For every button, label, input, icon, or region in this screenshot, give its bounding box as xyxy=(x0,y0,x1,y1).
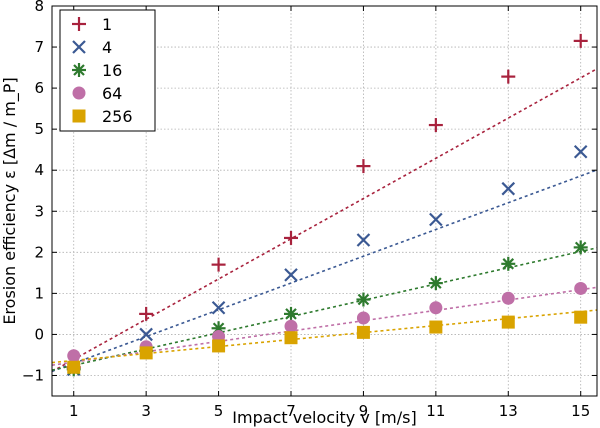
point-64-7 xyxy=(284,319,298,333)
x-tick-label: 13 xyxy=(499,402,518,420)
point-4-3 xyxy=(139,327,153,342)
point-1-15 xyxy=(573,33,588,48)
legend-label-4: 4 xyxy=(102,38,112,57)
point-1-13 xyxy=(501,69,516,84)
point-4-13 xyxy=(501,181,516,196)
point-256-13 xyxy=(501,315,515,329)
y-tick-label: −1 xyxy=(22,366,44,384)
legend-label-16: 16 xyxy=(102,61,122,80)
point-256-5 xyxy=(212,339,226,353)
point-4-15 xyxy=(573,144,588,159)
point-16-7 xyxy=(284,306,299,321)
y-tick-label: 7 xyxy=(34,38,44,56)
y-tick-label: 4 xyxy=(34,161,44,179)
x-tick-label: 11 xyxy=(426,402,445,420)
legend: 1 4 16 64 256 xyxy=(59,9,156,132)
point-256-7 xyxy=(284,331,298,345)
fit-line-1 xyxy=(51,68,598,373)
point-4-11 xyxy=(429,212,443,227)
x-tick-label: 3 xyxy=(141,402,151,420)
legend-marker-4 xyxy=(72,40,86,54)
point-256-15 xyxy=(574,310,588,324)
y-axis-label: Erosion efficiency ε [Δm / m_P] xyxy=(0,77,20,324)
y-tick-label: 1 xyxy=(34,284,44,302)
point-1-7 xyxy=(284,230,299,245)
x-tick-label: 9 xyxy=(359,402,369,420)
point-1-9 xyxy=(356,159,371,174)
legend-label-256: 256 xyxy=(102,107,133,126)
point-1-11 xyxy=(428,118,443,133)
point-4-7 xyxy=(284,268,298,282)
point-1-5 xyxy=(211,257,226,272)
point-64-1 xyxy=(67,349,81,363)
point-64-11 xyxy=(429,301,443,315)
x-tick-label: 1 xyxy=(69,402,79,420)
x-tick-label: 5 xyxy=(214,402,224,420)
point-16-13 xyxy=(501,256,516,271)
point-256-3 xyxy=(139,346,153,360)
legend-label-64: 64 xyxy=(102,84,122,103)
y-tick-label: 0 xyxy=(34,325,44,343)
y-tick-label: 2 xyxy=(34,243,44,261)
legend-marker-256 xyxy=(72,109,86,123)
y-tick-label: 3 xyxy=(34,202,44,220)
point-4-9 xyxy=(356,233,371,247)
x-tick-label: 15 xyxy=(571,402,590,420)
point-16-9 xyxy=(356,292,371,307)
point-16-11 xyxy=(428,276,443,291)
y-tick-label: 8 xyxy=(34,0,44,15)
point-16-15 xyxy=(573,240,588,255)
point-1-3 xyxy=(139,306,154,321)
plot-frame xyxy=(51,5,598,397)
legend-marker-16 xyxy=(72,63,86,77)
x-axis-label: Impact velocity v [m/s] xyxy=(232,408,416,427)
x-tick-label: 7 xyxy=(286,402,296,420)
point-64-15 xyxy=(574,281,588,295)
point-256-11 xyxy=(429,320,443,334)
legend-marker-64 xyxy=(72,86,86,100)
point-64-9 xyxy=(356,311,370,325)
point-4-5 xyxy=(211,300,226,315)
y-tick-label: 6 xyxy=(34,79,44,97)
point-256-9 xyxy=(356,325,370,339)
data-markers xyxy=(66,33,588,377)
point-64-13 xyxy=(501,291,515,305)
legend-marker-1 xyxy=(72,17,86,31)
legend-label-1: 1 xyxy=(102,15,112,34)
y-tick-label: 5 xyxy=(34,120,44,138)
point-256-1 xyxy=(67,360,81,374)
